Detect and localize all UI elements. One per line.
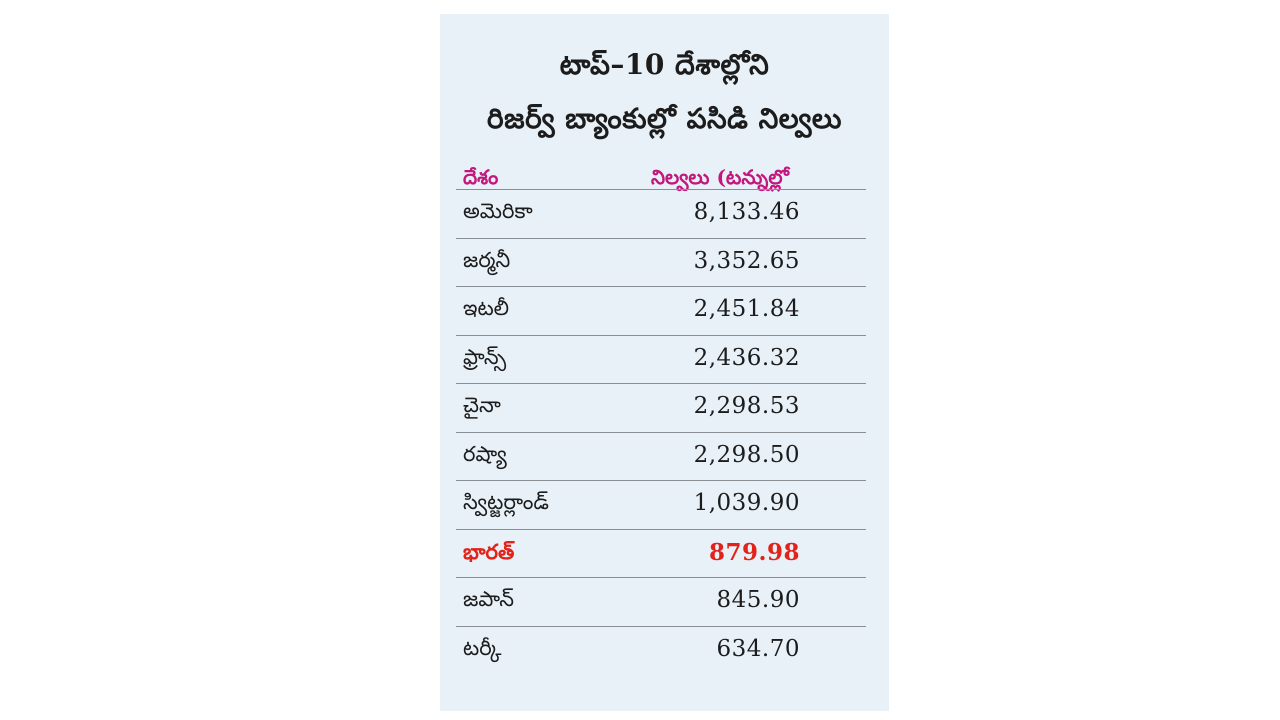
reserve-value: 2,451.84 xyxy=(693,296,800,322)
reserve-value: 879.98 xyxy=(708,538,800,566)
row-divider xyxy=(456,625,866,627)
country-name: ఫ్రాన్స్ xyxy=(463,344,507,369)
country-name: జపాన్ xyxy=(463,587,514,611)
row-divider xyxy=(456,480,866,481)
column-header-country: దేశం xyxy=(463,165,499,189)
country-name: రష్యా xyxy=(463,441,507,466)
reserve-value: 8,133.46 xyxy=(693,199,800,225)
column-header-reserves: నిల్వలు (టన్నుల్లో xyxy=(651,165,789,189)
reserve-value: 1,039.90 xyxy=(693,490,800,516)
country-name: జర్మనీ xyxy=(463,247,511,272)
table-row: జర్మనీ 3,352.65 xyxy=(456,238,866,286)
reserve-value: 634.70 xyxy=(716,635,800,662)
row-divider xyxy=(456,237,866,239)
row-divider xyxy=(456,431,866,433)
table-row: స్విట్జర్లాండ్ 1,039.90 xyxy=(456,480,866,528)
table-row: జపాన్ 845.90 xyxy=(456,577,866,625)
title-line-1: టాప్–10 దేశాల్లోని xyxy=(559,48,770,81)
reserve-value: 2,436.32 xyxy=(693,344,800,371)
title-line-2: రిజర్వ్ బ్యాంకుల్లో పసిడి నిల్వలు xyxy=(487,102,842,135)
country-name: చైనా xyxy=(463,393,501,417)
row-divider xyxy=(456,577,866,578)
row-divider xyxy=(456,189,866,190)
country-name: ఇటలీ xyxy=(463,296,510,320)
table-row: రష్యా 2,298.50 xyxy=(456,432,866,480)
reserve-value: 845.90 xyxy=(716,587,800,613)
table-row: టర్కీ 634.70 xyxy=(456,626,866,674)
row-divider xyxy=(456,286,866,287)
table-row: భారత్ 879.98 xyxy=(456,529,866,577)
row-divider xyxy=(456,383,866,384)
reserve-value: 2,298.50 xyxy=(693,441,800,468)
row-divider xyxy=(456,528,866,530)
reserve-value: 3,352.65 xyxy=(693,247,800,274)
country-name: స్విట్జర్లాండ్ xyxy=(463,490,549,514)
gold-reserves-card: టాప్–10 దేశాల్లోని రిజర్వ్ బ్యాంకుల్లో ప… xyxy=(440,14,889,711)
table-row: అమెరికా 8,133.46 xyxy=(456,189,866,237)
table-row: ఇటలీ 2,451.84 xyxy=(456,286,866,334)
table-row: ఫ్రాన్స్ 2,436.32 xyxy=(456,335,866,383)
table-row: చైనా 2,298.53 xyxy=(456,383,866,431)
country-name: భారత్ xyxy=(463,538,515,564)
country-name: అమెరికా xyxy=(463,199,533,223)
row-divider xyxy=(456,334,866,336)
country-name: టర్కీ xyxy=(463,635,502,660)
reserve-value: 2,298.53 xyxy=(693,393,800,419)
